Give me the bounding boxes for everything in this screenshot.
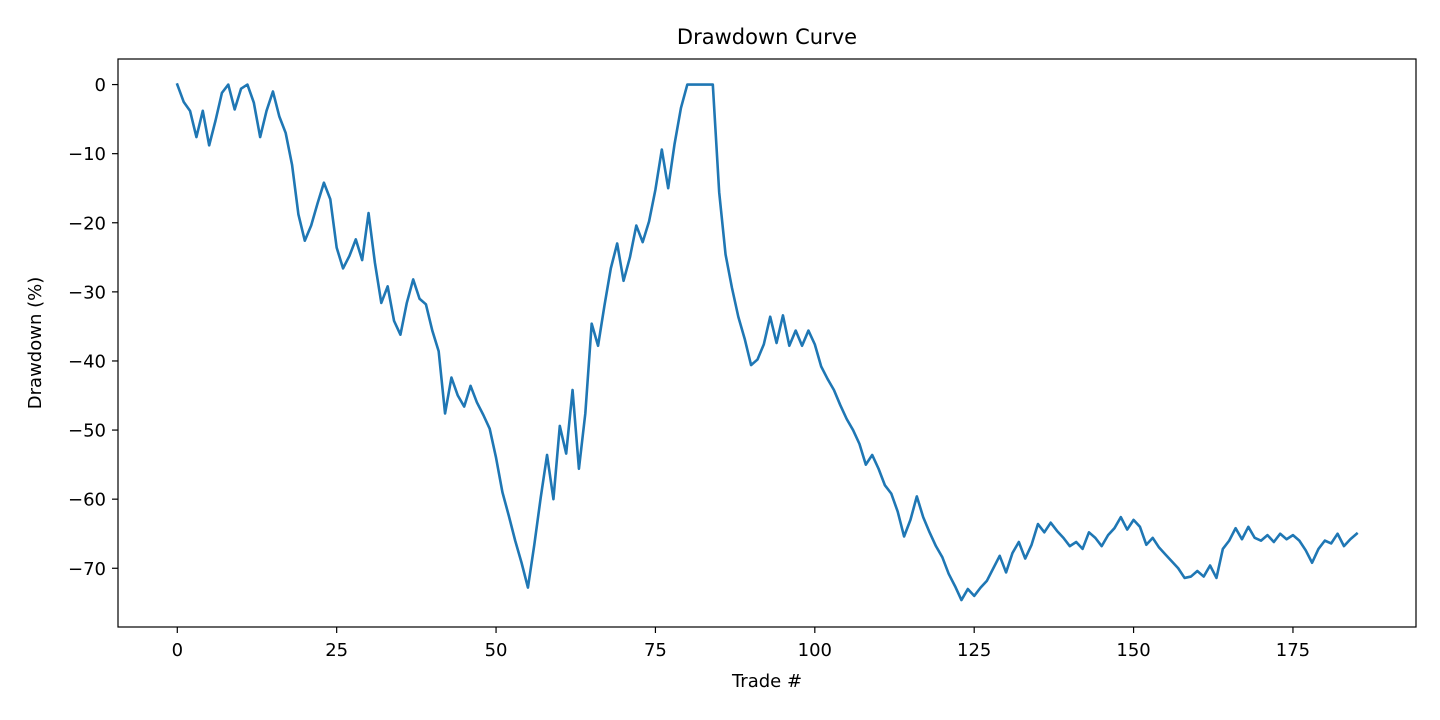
x-axis-ticks: 0 25 50 75 100 125 150 175: [172, 627, 1310, 661]
y-tick-label: 0: [95, 75, 106, 96]
y-tick-label: −20: [68, 213, 106, 234]
plot-frame: [117, 58, 1417, 628]
chart-title: Drawdown Curve: [677, 25, 857, 49]
x-tick-label: 75: [644, 640, 667, 661]
plot-area: [175, 82, 1359, 602]
y-tick-label: −60: [68, 490, 106, 511]
x-tick-label: 150: [1116, 640, 1150, 661]
y-tick-label: −70: [68, 559, 106, 580]
y-tick-label: −10: [68, 144, 106, 165]
x-tick-label: 25: [325, 640, 348, 661]
y-axis-title: Drawdown (%): [25, 277, 46, 409]
x-tick-label: 100: [798, 640, 832, 661]
x-tick-label: 125: [957, 640, 991, 661]
drawdown-series-line: [175, 82, 1359, 602]
y-tick-label: −50: [68, 421, 106, 442]
x-tick-label: 0: [172, 640, 183, 661]
y-tick-label: −30: [68, 282, 106, 303]
x-tick-label: 50: [485, 640, 508, 661]
y-tick-label: −40: [68, 351, 106, 372]
x-axis-title: Trade #: [731, 671, 802, 692]
x-tick-label: 175: [1276, 640, 1310, 661]
y-axis-ticks: 0 −10 −20 −30 −40 −50 −60 −70: [68, 75, 118, 580]
